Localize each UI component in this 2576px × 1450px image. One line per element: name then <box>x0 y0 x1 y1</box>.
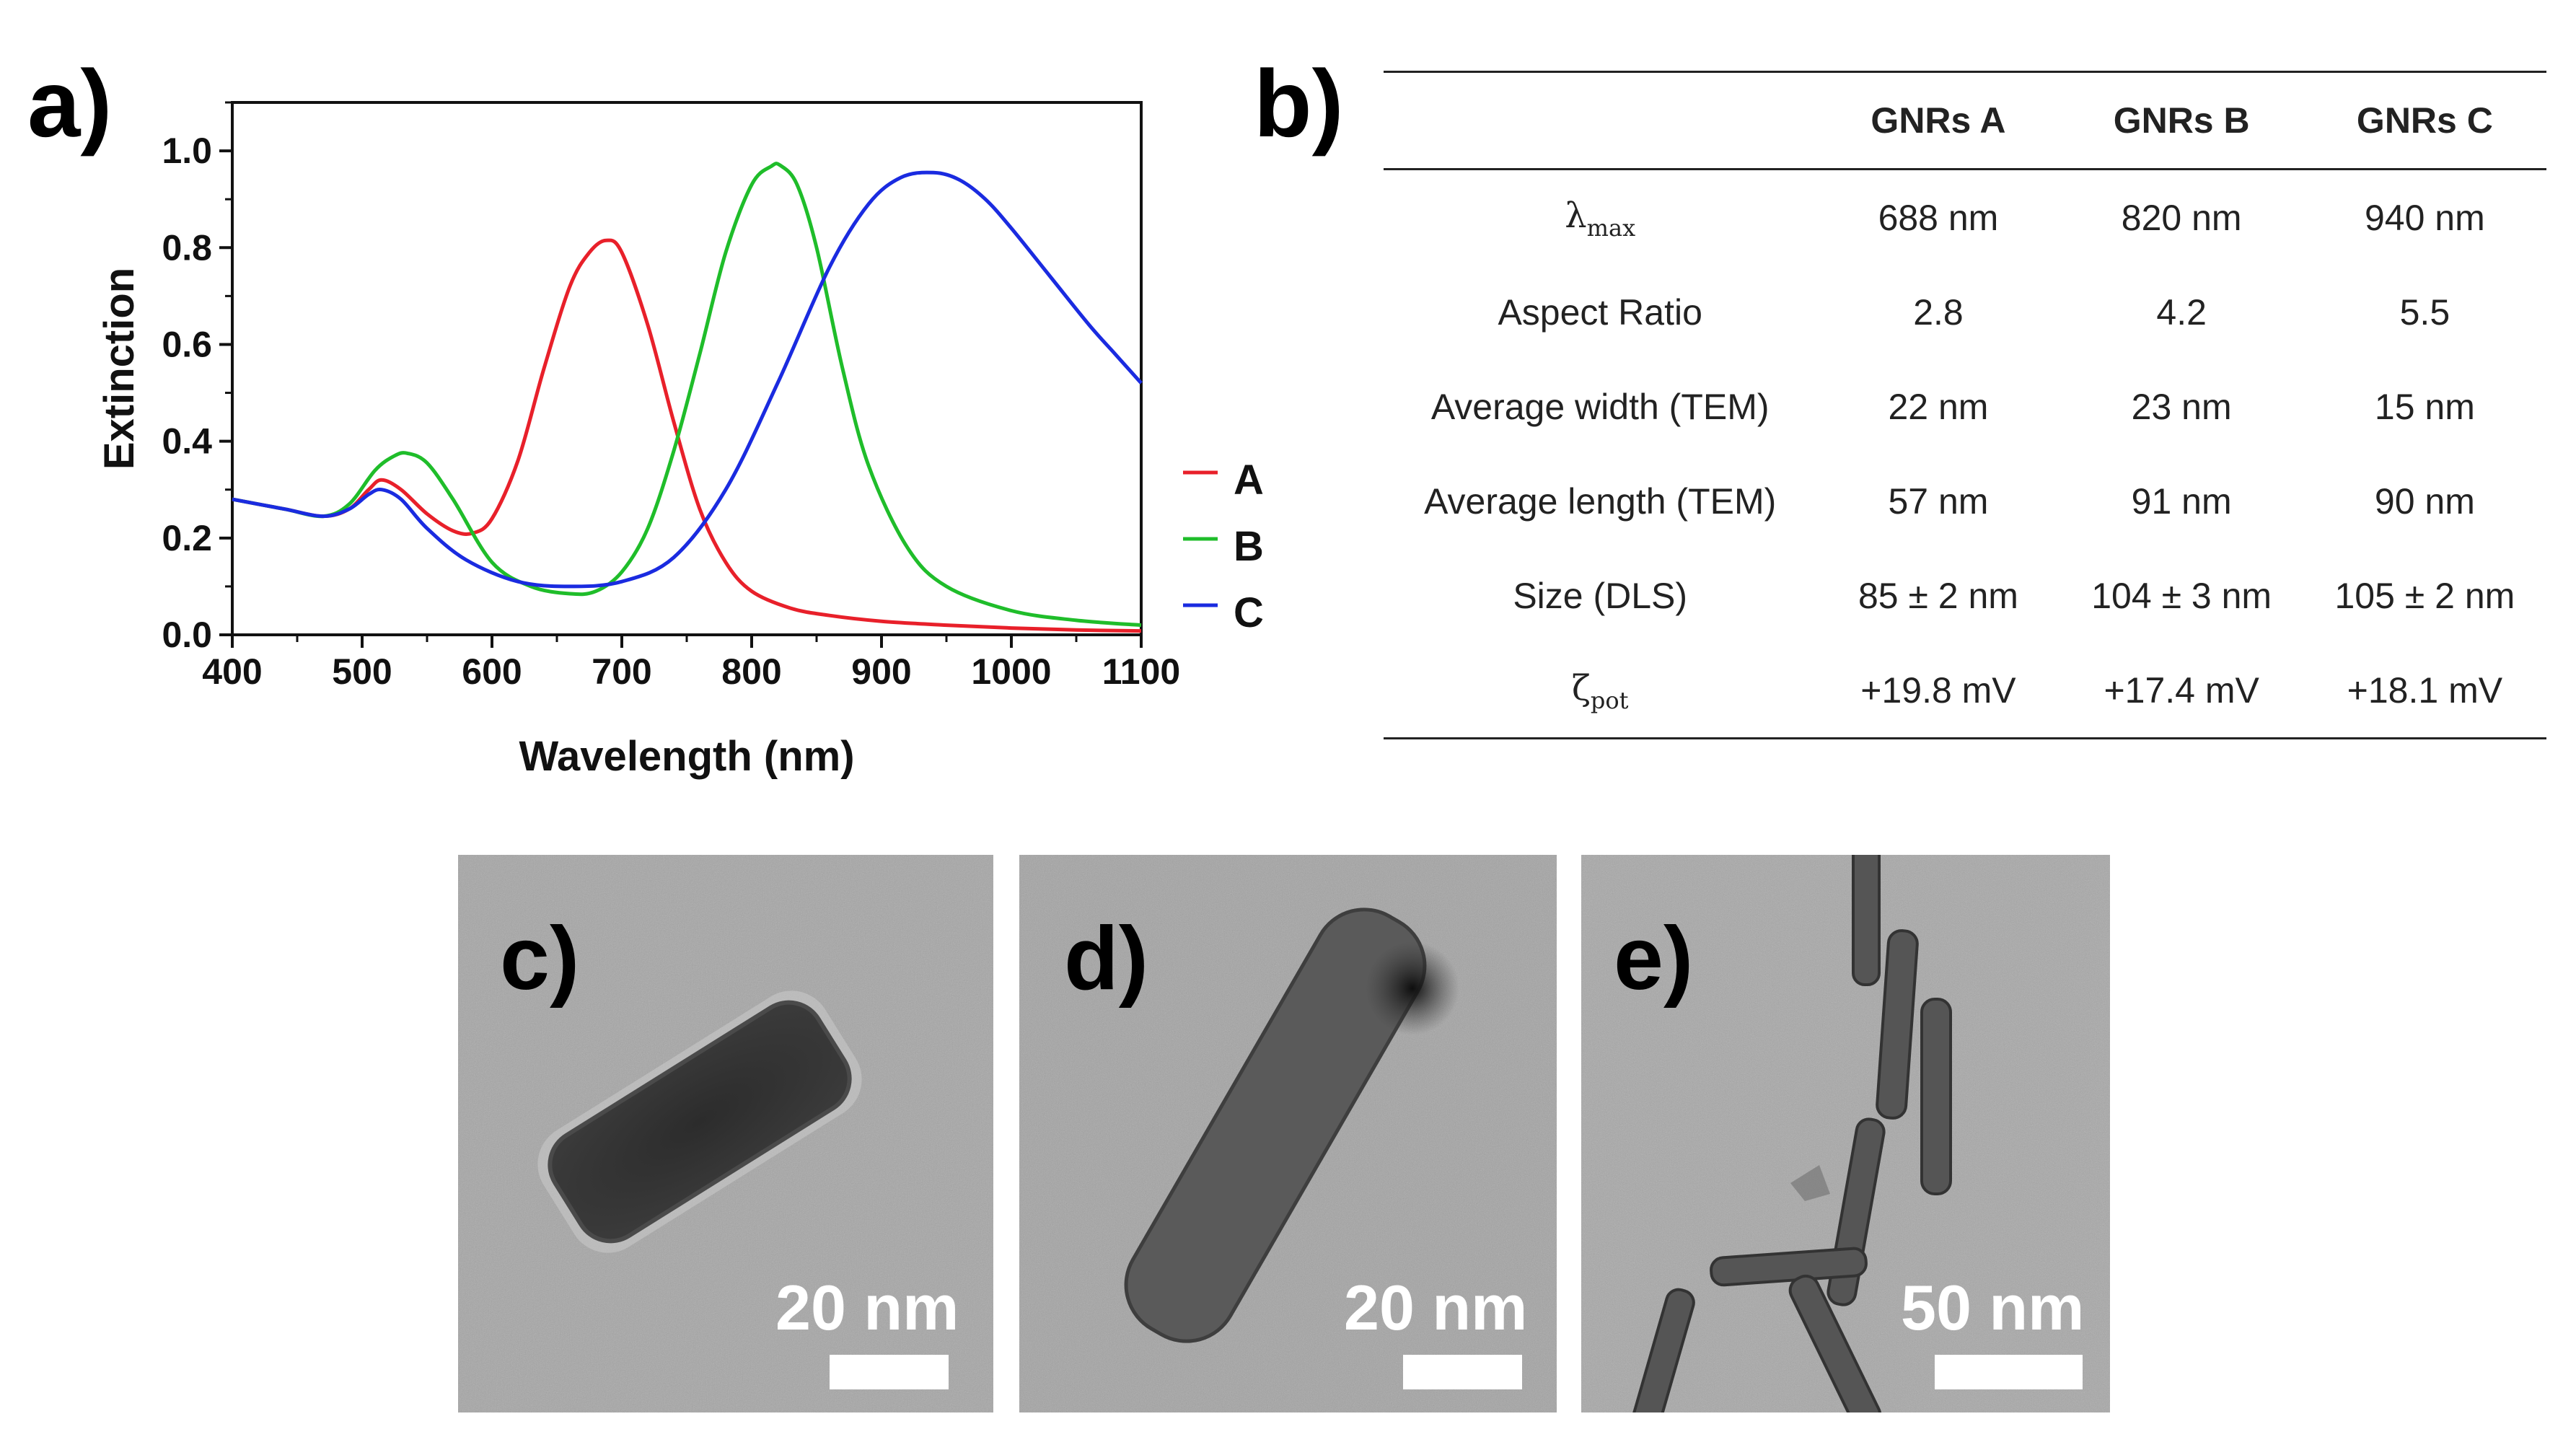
x-axis-label: Wavelength (nm) <box>519 733 854 780</box>
table-cell: 104 ± 3 nm <box>2091 575 2272 616</box>
table-cell: 90 nm <box>2374 480 2475 522</box>
tem-image-c: c) 20 nm <box>458 855 993 1412</box>
y-tick-label: 0.4 <box>162 421 212 462</box>
x-axis-ticks: 400 500 600 700 800 900 1000 1100 <box>202 635 1180 692</box>
tem-image-d: d) 20 nm <box>1019 855 1557 1412</box>
x-tick-label: 500 <box>332 651 392 692</box>
series-line-b <box>232 162 1142 628</box>
table-header-gnrs-b: GNRs B <box>2060 71 2303 170</box>
table-cell: 15 nm <box>2374 386 2475 427</box>
table-cell: 57 nm <box>1888 480 1989 522</box>
table-header-gnrs-a: GNRs A <box>1816 71 2060 170</box>
table-cell: 22 nm <box>1888 386 1989 427</box>
extinction-chart: 400 500 600 700 800 900 1000 1100 0.00.20.40.60… <box>96 101 1212 780</box>
table-cell: 2.8 <box>1913 291 1964 333</box>
legend-label-c: C <box>1234 589 1264 636</box>
table-row-size-dls: Size (DLS) 85 ± 2 nm 104 ± 3 nm 105 ± 2 … <box>1384 548 2546 643</box>
row-label: Size (DLS) <box>1513 575 1688 616</box>
x-tick-label: 800 <box>721 651 781 692</box>
table-header-row: GNRs A GNRs B GNRs C <box>1384 71 2546 170</box>
legend-label-a: A <box>1234 457 1264 504</box>
table-row-average-length: Average length (TEM) 57 nm 91 nm 90 nm <box>1384 454 2546 548</box>
table-cell: 940 nm <box>2364 197 2485 238</box>
x-tick-label: 600 <box>462 651 522 692</box>
y-tick-label: 0.2 <box>162 518 212 558</box>
table-row-average-width: Average width (TEM) 22 nm 23 nm 15 nm <box>1384 359 2546 454</box>
table-cell: +17.4 mV <box>2104 669 2259 711</box>
y-axis-label: Extinction <box>96 268 143 470</box>
y-tick-label: 1.0 <box>162 131 212 171</box>
panel-c-label: c) <box>500 909 580 1009</box>
x-tick-label: 900 <box>851 651 911 692</box>
x-tick-label: 1000 <box>971 651 1051 692</box>
table-header-gnrs-c: GNRs C <box>2303 71 2546 170</box>
tem-micrograph-d <box>1019 855 1557 1412</box>
scale-bar-c <box>830 1355 949 1389</box>
series-lines <box>232 162 1143 633</box>
series-line-c <box>232 170 1143 589</box>
table-cell: 85 ± 2 nm <box>1858 575 2018 616</box>
row-label: Average length (TEM) <box>1424 480 1777 522</box>
y-tick-label: 0.8 <box>162 227 212 268</box>
panel-a-label: a) <box>27 50 113 157</box>
table-cell: 688 nm <box>1878 197 1999 238</box>
table-row-zeta-potential: ζpot +19.8 mV +17.4 mV +18.1 mV <box>1384 643 2546 739</box>
row-label-zeta-pot: ζpot <box>1384 643 1816 739</box>
lambda-subscript: max <box>1586 214 1636 242</box>
table-cell: 23 nm <box>2131 386 2232 427</box>
legend-label-b: B <box>1234 523 1264 570</box>
table-cell: 91 nm <box>2131 480 2232 522</box>
gnr-properties-table: GNRs A GNRs B GNRs C λmax 688 nm 820 nm … <box>1384 71 2546 739</box>
y-axis-ticks: 0.0 0.2 0.4 0.6 0.8 1.0 <box>162 101 232 655</box>
scale-label-d: 20 nm <box>1344 1272 1528 1343</box>
scale-bar-e <box>1935 1355 2083 1389</box>
table-cell: 4.2 <box>2156 291 2207 333</box>
plot-frame <box>231 101 1143 636</box>
table-row-lambda-max: λmax 688 nm 820 nm 940 nm <box>1384 170 2546 265</box>
legend-swatch-extension <box>1183 470 1218 607</box>
lambda-symbol: λ <box>1565 195 1587 236</box>
panel-b-label: b) <box>1254 50 1344 157</box>
tem-micrograph-e <box>1581 855 2110 1412</box>
y-tick-label: 0.6 <box>162 324 212 364</box>
x-tick-label: 1100 <box>1102 651 1180 692</box>
table-cell: +18.1 mV <box>2347 669 2503 711</box>
scale-bar-d <box>1403 1355 1522 1389</box>
tem-image-e: e) 50 nm <box>1581 855 2110 1412</box>
table-cell: +19.8 mV <box>1860 669 2016 711</box>
scale-label-e: 50 nm <box>1901 1272 2085 1343</box>
row-label: Aspect Ratio <box>1498 291 1702 333</box>
panel-e-label: e) <box>1614 909 1694 1009</box>
table-row-aspect-ratio: Aspect Ratio 2.8 4.2 5.5 <box>1384 265 2546 359</box>
panel-d-label: d) <box>1064 909 1149 1009</box>
tem-micrograph-c <box>458 855 993 1412</box>
table-header-corner <box>1384 71 1817 170</box>
y-tick-label: 0.0 <box>162 615 212 655</box>
x-tick-label: 700 <box>592 651 651 692</box>
legend-labels: A B C <box>1234 447 1264 646</box>
x-tick-label: 400 <box>202 651 262 692</box>
row-label: Average width (TEM) <box>1430 386 1770 427</box>
row-label-lambda-max: λmax <box>1384 170 1816 265</box>
scale-label-c: 20 nm <box>775 1272 959 1343</box>
table-cell: 820 nm <box>2121 197 2242 238</box>
zeta-subscript: pot <box>1590 686 1629 714</box>
table-cell: 5.5 <box>2399 291 2450 333</box>
series-line-a <box>232 238 1142 633</box>
zeta-symbol: ζ <box>1571 667 1591 708</box>
table-cell: 105 ± 2 nm <box>2334 575 2515 616</box>
